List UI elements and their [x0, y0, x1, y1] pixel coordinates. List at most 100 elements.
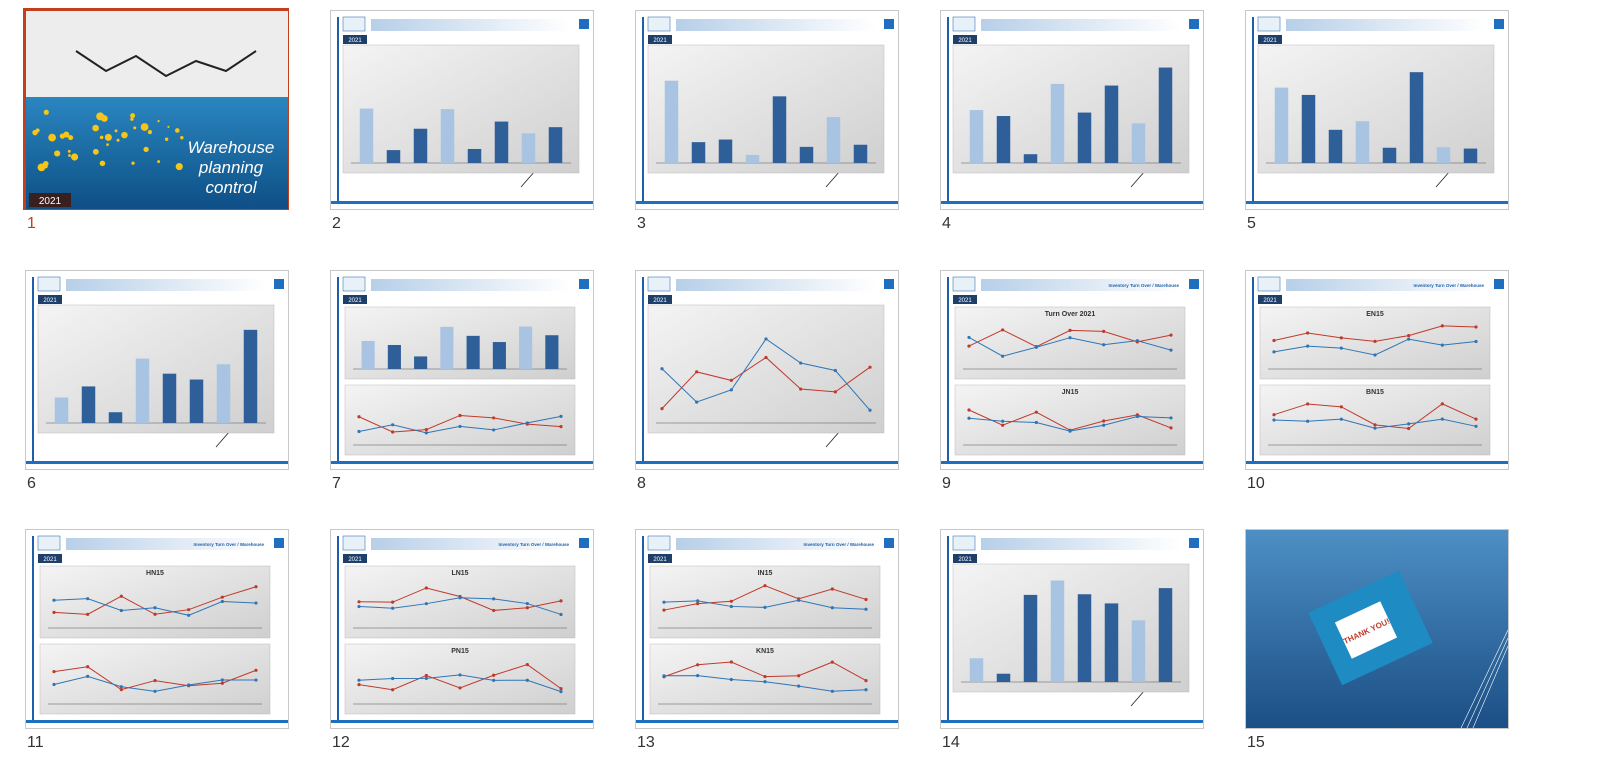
slide-thumbnail[interactable]: Inventory Turn Over / Warehouse 2021 IN15 K…	[635, 529, 899, 729]
header-band	[371, 19, 571, 31]
chart-title: IN15	[758, 570, 773, 577]
header-box	[884, 538, 894, 548]
deco-dot	[70, 153, 79, 161]
deco-dot	[68, 135, 74, 141]
bar	[135, 358, 150, 423]
header-box	[274, 279, 284, 289]
header-box	[1494, 279, 1504, 289]
bar	[853, 144, 868, 163]
line-point	[254, 668, 258, 672]
line-point	[1272, 413, 1276, 417]
deco-line	[825, 430, 841, 448]
line-point	[391, 600, 395, 604]
slide-thumbnail[interactable]: Warehouse planning control 2021	[23, 8, 289, 210]
slide-thumbnail[interactable]: Inventory Turn Over / Warehouse 2021 HN15	[25, 529, 289, 729]
year-badge-text: 2021	[653, 298, 667, 304]
slide-thumbnail[interactable]: 2021	[635, 10, 899, 210]
line-point	[660, 367, 664, 371]
bar	[826, 117, 841, 163]
slide-thumbnail[interactable]: Inventory Turn Over / Warehouse 2021 LN15 P…	[330, 529, 594, 729]
line-point	[696, 663, 700, 667]
line-point	[119, 685, 123, 689]
slide-number: 13	[637, 734, 655, 751]
header-text: Inventory Turn Over / Warehouse	[193, 542, 264, 547]
bar	[1158, 67, 1173, 163]
line-point	[729, 660, 733, 664]
line-point	[1068, 328, 1072, 332]
deco-dot	[130, 117, 134, 121]
slide-thumbnail[interactable]: 2021	[25, 270, 289, 470]
line-point	[830, 587, 834, 591]
line-point	[868, 365, 872, 369]
slide-canvas: 2021	[941, 535, 1203, 723]
line-point	[1102, 343, 1106, 347]
line-point	[458, 413, 462, 418]
slide-thumbnail[interactable]: THANK YOU!	[1245, 529, 1509, 729]
thank-you-card: THANK YOU!	[1308, 570, 1433, 686]
deco-dot	[63, 131, 70, 138]
line-point	[458, 424, 462, 429]
line-point	[1102, 329, 1106, 334]
chart-panel	[1259, 384, 1491, 456]
year-badge	[648, 554, 672, 563]
slide-thumbnail[interactable]: 2021	[940, 10, 1204, 210]
slide-canvas: 2021	[636, 276, 898, 464]
chart-title: Turn Over 2021	[1045, 311, 1096, 318]
chart-panel	[342, 44, 580, 174]
slide-canvas: 2021	[1246, 16, 1508, 204]
bottom-stripe	[941, 720, 1203, 723]
line-point	[763, 680, 767, 684]
line-point	[1407, 337, 1411, 341]
line-point	[559, 414, 563, 418]
line-point	[525, 662, 529, 667]
line-point	[1169, 416, 1173, 420]
line-point	[1306, 402, 1310, 406]
deco-dot	[68, 154, 71, 157]
bar	[387, 344, 401, 369]
slide-thumbnail[interactable]: 2021	[1245, 10, 1509, 210]
bottom-stripe	[1246, 461, 1508, 464]
chart-title: BN15	[1366, 389, 1384, 396]
logo	[647, 535, 671, 551]
header-box	[884, 19, 894, 29]
slide-thumbnail[interactable]: Inventory Turn Over / Warehouse 2021 Turn …	[940, 270, 1204, 470]
slide-thumbnail[interactable]: 2021	[330, 270, 594, 470]
deco-dot	[48, 133, 56, 142]
header-box	[1494, 19, 1504, 29]
line-point	[1407, 422, 1411, 426]
deco-dot	[143, 146, 149, 153]
bar	[361, 340, 375, 369]
deco-dot	[114, 129, 118, 133]
slide-thumbnail[interactable]: 2021	[635, 270, 899, 470]
bottom-stripe	[636, 461, 898, 464]
slide-thumbnail[interactable]: 2021	[940, 529, 1204, 729]
chart-panel	[647, 44, 885, 174]
deco-dot	[99, 135, 104, 140]
line-point	[357, 429, 361, 434]
slide-number: 5	[1247, 215, 1256, 232]
logo	[37, 535, 61, 551]
bottom-stripe	[636, 201, 898, 204]
header-band	[676, 279, 876, 291]
line-point	[1102, 423, 1106, 427]
line-point	[357, 678, 361, 682]
line-point	[830, 606, 834, 610]
line-point	[424, 602, 428, 606]
line-point	[458, 673, 462, 677]
slide-thumbnail[interactable]: 2021	[330, 10, 594, 210]
line-point	[525, 678, 529, 682]
deco-dot	[157, 160, 161, 164]
slide-canvas: 2021	[331, 276, 593, 464]
line-point	[1034, 410, 1038, 414]
slide-thumbnail[interactable]: Inventory Turn Over / Warehouse 2021 EN15 B…	[1245, 270, 1509, 470]
line-point	[864, 678, 868, 683]
slide-number: 9	[942, 475, 951, 492]
left-stripe	[947, 277, 949, 463]
line-point	[424, 586, 428, 590]
header-band	[676, 538, 876, 550]
bottom-stripe	[636, 720, 898, 723]
line-point	[660, 407, 664, 411]
year-badge	[38, 554, 62, 563]
line-point	[1272, 338, 1276, 343]
deco-dot	[43, 109, 49, 115]
